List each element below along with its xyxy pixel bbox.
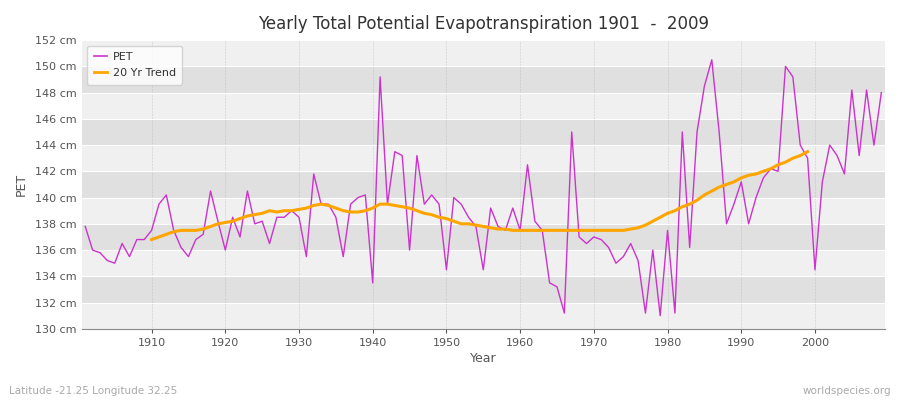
Bar <box>82 250 885 276</box>
PET <box>301 254 311 259</box>
PET <box>655 313 666 318</box>
Legend: PET, 20 Yr Trend: PET, 20 Yr Trend <box>87 46 183 84</box>
20 Yr Trend <box>691 198 702 203</box>
PET <box>515 228 526 233</box>
PET <box>706 57 717 62</box>
X-axis label: Year: Year <box>470 352 497 365</box>
PET <box>508 206 518 210</box>
Bar <box>82 145 885 171</box>
20 Yr Trend <box>706 189 717 194</box>
Bar <box>82 198 885 224</box>
Bar <box>82 119 885 145</box>
PET <box>346 202 356 206</box>
Bar <box>82 93 885 119</box>
Line: PET: PET <box>86 60 881 316</box>
20 Yr Trend <box>603 228 614 233</box>
PET <box>876 90 886 95</box>
20 Yr Trend <box>773 162 784 167</box>
20 Yr Trend <box>235 216 246 221</box>
Bar <box>82 224 885 250</box>
20 Yr Trend <box>146 237 157 242</box>
Line: 20 Yr Trend: 20 Yr Trend <box>151 152 807 240</box>
PET <box>80 224 91 229</box>
PET <box>139 237 149 242</box>
Title: Yearly Total Potential Evapotranspiration 1901  -  2009: Yearly Total Potential Evapotranspiratio… <box>257 15 709 33</box>
20 Yr Trend <box>802 149 813 154</box>
PET <box>603 245 614 250</box>
20 Yr Trend <box>346 210 356 214</box>
Bar <box>82 40 885 66</box>
Text: Latitude -21.25 Longitude 32.25: Latitude -21.25 Longitude 32.25 <box>9 386 177 396</box>
Bar <box>82 66 885 93</box>
Bar <box>82 171 885 198</box>
Bar <box>82 302 885 329</box>
Y-axis label: PET: PET <box>15 173 28 196</box>
Text: worldspecies.org: worldspecies.org <box>803 386 891 396</box>
Bar <box>82 276 885 302</box>
